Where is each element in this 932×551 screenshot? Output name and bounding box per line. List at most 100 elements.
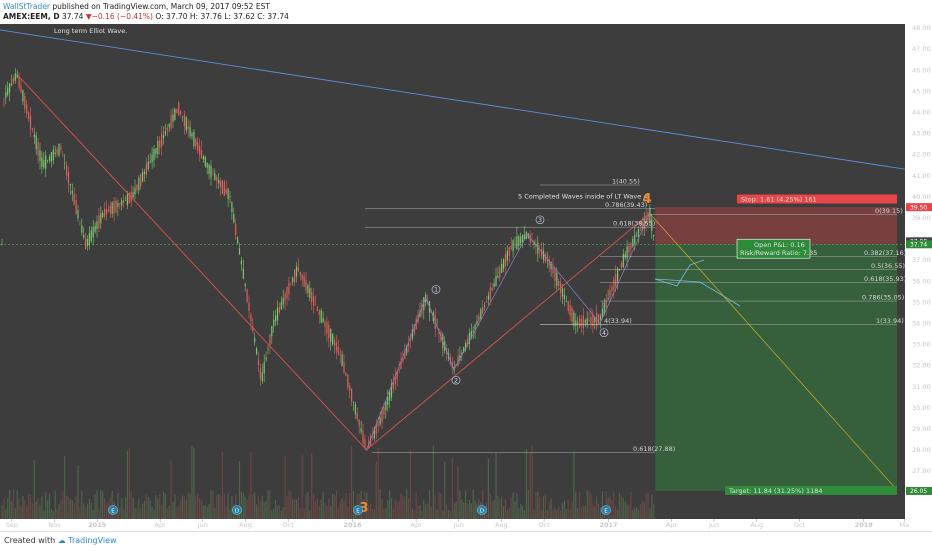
candle-body — [409, 338, 412, 341]
volume-bar — [362, 499, 364, 519]
volume-bar — [9, 489, 11, 519]
volume-bar — [552, 509, 554, 519]
volume-bar — [104, 498, 106, 519]
volume-bar — [516, 493, 518, 519]
volume-bar — [20, 506, 22, 519]
volume-bar — [29, 494, 32, 519]
candle-body — [628, 246, 630, 253]
candle-body — [413, 324, 415, 334]
wave-label-small: 2 — [454, 377, 458, 384]
candle-body — [54, 152, 56, 154]
volume-bar — [514, 501, 516, 519]
price-label: 39.50 — [910, 204, 927, 211]
candle-body — [9, 83, 11, 93]
x-tick-label: Aug — [495, 521, 508, 529]
volume-bar — [208, 503, 210, 519]
volume-bar — [449, 510, 451, 519]
volume-bar — [98, 509, 100, 519]
x-tick-label: Jun — [453, 521, 464, 529]
candle-body — [522, 234, 524, 243]
volume-bar — [256, 504, 258, 519]
volume-bar — [284, 455, 286, 519]
wave-label-big: 2 — [31, 24, 40, 25]
candle-body — [294, 269, 296, 283]
fib-level-label: 0.618(27.88) — [633, 445, 675, 453]
candle-body — [189, 126, 191, 136]
plot-background — [0, 24, 905, 519]
volume-bar — [117, 493, 119, 519]
candle-body — [206, 163, 208, 168]
candle-body — [115, 200, 117, 212]
candle-body — [242, 268, 244, 279]
volume-bar — [294, 499, 296, 519]
volume-bar — [632, 509, 634, 519]
candle-body — [396, 371, 398, 380]
volume-bar — [503, 505, 505, 519]
candle-body — [113, 201, 115, 214]
candle-body — [126, 193, 128, 206]
volume-bar — [259, 501, 261, 519]
volume-bar — [605, 491, 607, 519]
candle-body — [603, 302, 605, 315]
candle-body — [408, 342, 410, 347]
pl-box — [736, 238, 811, 259]
x-tick-label: Jun — [197, 521, 208, 529]
volume-bar — [594, 506, 596, 519]
candle-body — [195, 139, 197, 147]
candle-body — [314, 304, 317, 306]
volume-bar — [45, 492, 47, 519]
volume-bar — [446, 504, 448, 519]
candle-body — [491, 287, 493, 291]
candle-body — [335, 342, 337, 351]
ohlc-values: O: 37.70 H: 37.76 L: 37.62 C: 37.74 — [155, 12, 289, 21]
candle-body — [569, 305, 571, 316]
volume-bar — [332, 494, 334, 519]
candle-body — [261, 372, 263, 382]
candle-body — [609, 290, 611, 298]
volume-bar — [508, 508, 510, 519]
candle-body — [7, 87, 9, 96]
volume-bar — [590, 493, 592, 519]
volume-bar — [111, 490, 113, 519]
wave-label-small: 1 — [434, 287, 438, 294]
volume-bar — [271, 510, 273, 519]
volume-bar — [242, 492, 244, 519]
volume-bar — [31, 503, 33, 519]
volume-bar — [523, 510, 526, 519]
price-label: 37.74 — [910, 242, 927, 249]
volume-bar — [588, 490, 590, 519]
volume-bar — [204, 504, 206, 519]
price-label: 26.05 — [910, 488, 927, 495]
volume-bar — [60, 499, 62, 519]
event-marker-label: D — [235, 508, 239, 514]
tradingview-brand[interactable]: TradingView — [68, 536, 117, 545]
candle-body — [83, 234, 85, 238]
candle-body — [24, 95, 26, 109]
volume-bar — [533, 509, 535, 519]
y-tick-label: 40.00 — [912, 193, 931, 201]
candle-body — [618, 269, 621, 271]
candle-body — [33, 134, 35, 138]
candle-body — [66, 164, 68, 176]
candle-body — [333, 340, 336, 346]
volume-bar — [447, 509, 450, 519]
candle-body — [104, 208, 106, 217]
price-chart[interactable]: 1(40.55) 0.786(39.43) 0.618(38.55) 0.618(27… — [0, 24, 932, 531]
candle-body — [351, 388, 353, 402]
target-zone — [655, 244, 897, 491]
volume-bar — [428, 489, 431, 519]
candle-body — [499, 267, 501, 278]
author-link[interactable]: WallStTrader — [3, 2, 51, 11]
candle-body — [246, 289, 248, 302]
volume-bar — [641, 500, 643, 519]
volume-bar — [341, 498, 343, 519]
candle-body — [208, 164, 210, 174]
candle-body — [90, 230, 92, 242]
volume-bar — [537, 491, 539, 519]
x-tick-label: Apr — [155, 521, 167, 529]
volume-bar — [37, 498, 39, 519]
volume-bar — [162, 491, 165, 519]
candle-body — [573, 312, 575, 326]
volume-bar — [275, 500, 277, 519]
volume-bar — [637, 509, 640, 519]
